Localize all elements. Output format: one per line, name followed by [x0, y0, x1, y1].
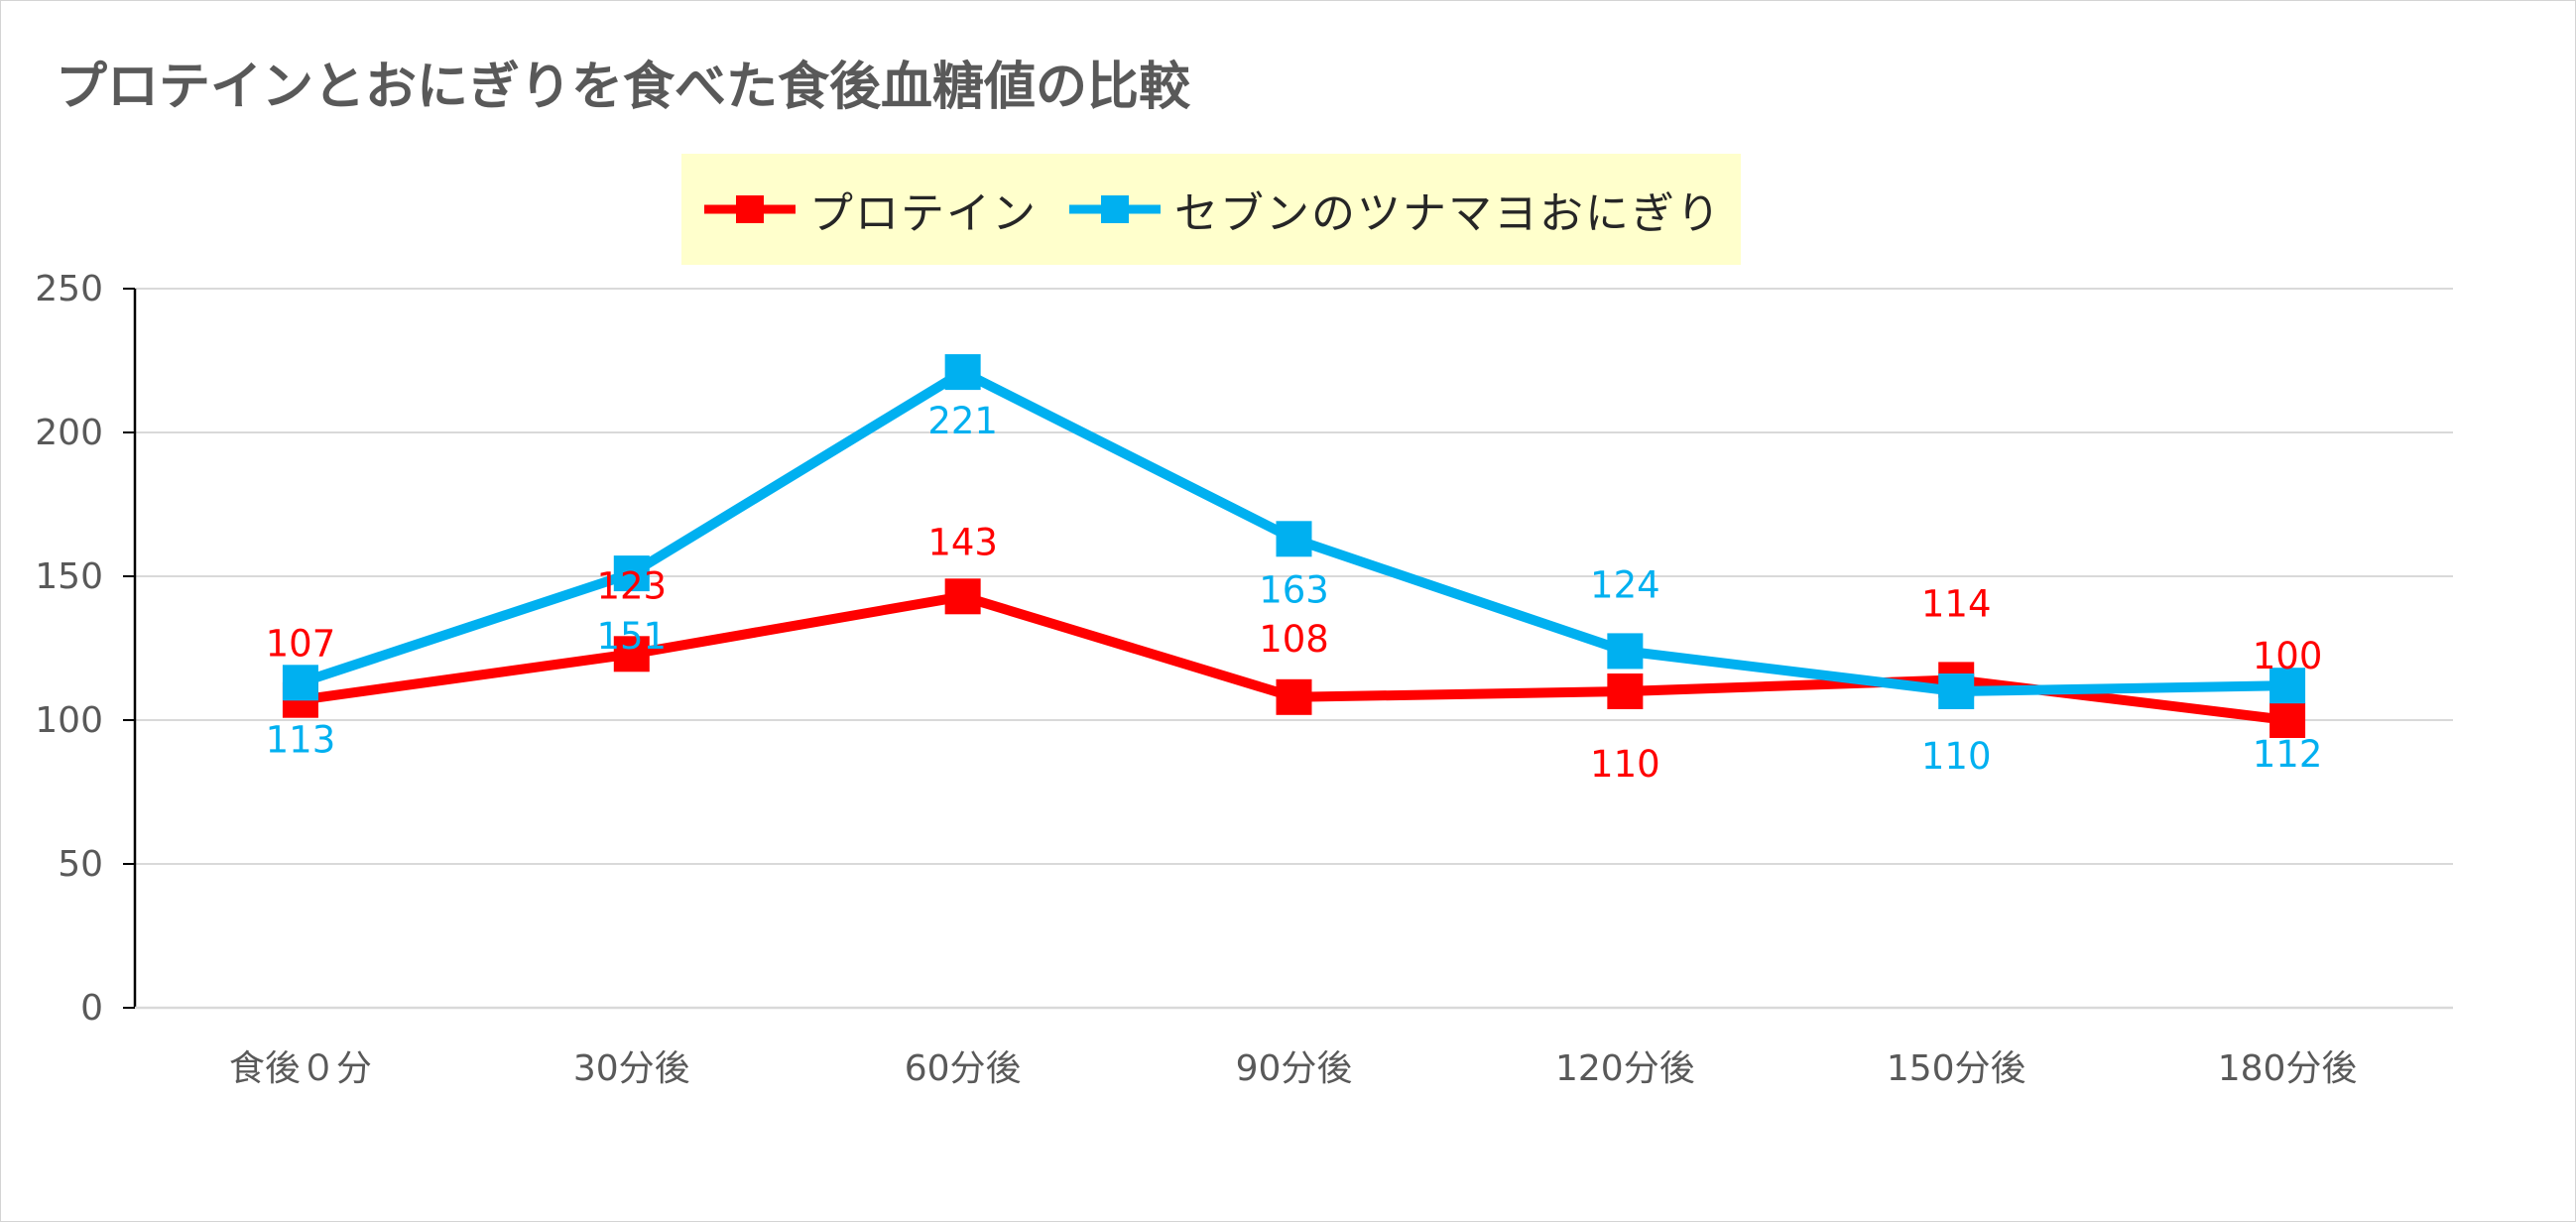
y-tick-label: 200	[35, 413, 103, 453]
data-label-1-3: 163	[1259, 568, 1329, 611]
data-point-1-5	[1938, 673, 1975, 709]
data-label-0-1: 123	[596, 564, 667, 607]
chart-title: プロテインとおにぎりを食べた食後血糖値の比較	[56, 58, 1191, 117]
data-label-1-4: 124	[1590, 563, 1660, 606]
data-point-1-0	[282, 665, 318, 701]
legend-label-protein: プロテイン	[809, 188, 1038, 239]
data-label-1-1: 151	[596, 615, 667, 658]
y-tick-label: 100	[35, 700, 103, 741]
data-point-0-1	[613, 636, 650, 673]
data-label-0-2: 143	[927, 521, 998, 563]
y-tick-label: 150	[35, 556, 103, 597]
legend-entry-protein: プロテイン	[700, 178, 1038, 241]
data-label-1-5: 110	[1921, 735, 1992, 778]
x-tick-label: 150分後	[1887, 1048, 2026, 1089]
data-label-0-6: 100	[2253, 635, 2323, 677]
x-tick-label: 60分後	[905, 1048, 1022, 1089]
legend-marker-protein	[704, 195, 796, 223]
data-point-1-6	[2269, 668, 2306, 704]
legend-entry-onigiri: セブンのツナマヨおにぎり	[1065, 178, 1722, 241]
data-label-0-0: 107	[266, 623, 336, 666]
legend-label-onigiri: セブンのツナマヨおにぎり	[1174, 188, 1722, 239]
data-label-0-3: 108	[1259, 618, 1329, 661]
data-point-0-6	[2269, 702, 2306, 738]
data-point-0-2	[944, 578, 981, 615]
data-point-1-4	[1607, 633, 1644, 670]
y-tick-label: 0	[80, 988, 103, 1029]
data-point-0-3	[1276, 678, 1312, 715]
y-tick-label: 50	[58, 844, 103, 885]
data-label-0-4: 110	[1590, 743, 1660, 786]
data-point-1-2	[944, 354, 981, 391]
legend-marker-onigiri	[1069, 195, 1161, 223]
data-point-1-3	[1276, 521, 1312, 557]
legend: プロテイン セブンのツナマヨおにぎり	[681, 154, 1741, 265]
x-tick-label: 90分後	[1236, 1048, 1353, 1089]
data-label-1-2: 221	[927, 400, 998, 442]
x-tick-label: 180分後	[2218, 1048, 2358, 1089]
data-point-0-4	[1607, 673, 1644, 709]
data-label-1-0: 113	[266, 718, 336, 761]
x-tick-label: 30分後	[573, 1048, 690, 1089]
data-label-0-5: 114	[1921, 582, 1992, 625]
x-tick-label: 120分後	[1555, 1048, 1695, 1089]
data-label-1-6: 112	[2253, 733, 2323, 776]
data-point-1-1	[613, 555, 650, 592]
x-tick-label: 食後０分	[229, 1048, 372, 1089]
y-tick-label: 250	[35, 269, 103, 309]
